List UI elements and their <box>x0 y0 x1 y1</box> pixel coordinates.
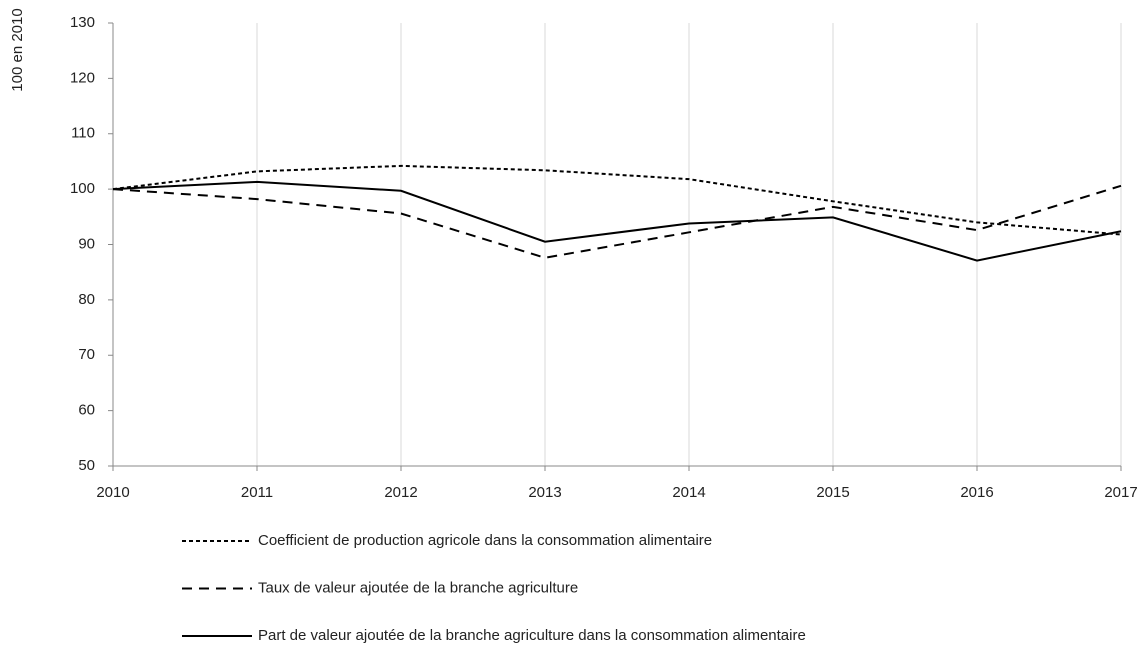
legend-label: Coefficient de production agricole dans … <box>258 532 712 549</box>
x-tick-label: 2014 <box>672 484 705 501</box>
y-tick-label: 60 <box>78 402 95 419</box>
x-tick-label: 2015 <box>816 484 849 501</box>
series-line <box>112 164 1122 236</box>
x-tick-label: 2017 <box>1104 484 1137 501</box>
y-tick-label: 90 <box>78 235 95 252</box>
x-tick-label: 2012 <box>384 484 417 501</box>
y-tick-label: 130 <box>70 14 95 31</box>
legend-label: Part de valeur ajoutée de la branche agr… <box>258 627 806 644</box>
y-tick-label: 120 <box>70 69 95 86</box>
x-tick-label: 2011 <box>241 484 273 501</box>
y-tick-label: 70 <box>78 346 95 363</box>
series-line <box>112 180 1122 262</box>
y-tick-label: 100 <box>70 180 95 197</box>
y-axis-label: 100 en 2010 <box>9 8 26 91</box>
y-tick-label: 110 <box>71 125 95 142</box>
y-tick-label: 50 <box>78 457 95 474</box>
x-tick-label: 2010 <box>96 484 129 501</box>
x-tick-label: 2013 <box>528 484 561 501</box>
legend-label: Taux de valeur ajoutée de la branche agr… <box>258 579 578 596</box>
series-line <box>112 184 1122 259</box>
x-tick-label: 2016 <box>960 484 993 501</box>
y-tick-label: 80 <box>78 291 95 308</box>
